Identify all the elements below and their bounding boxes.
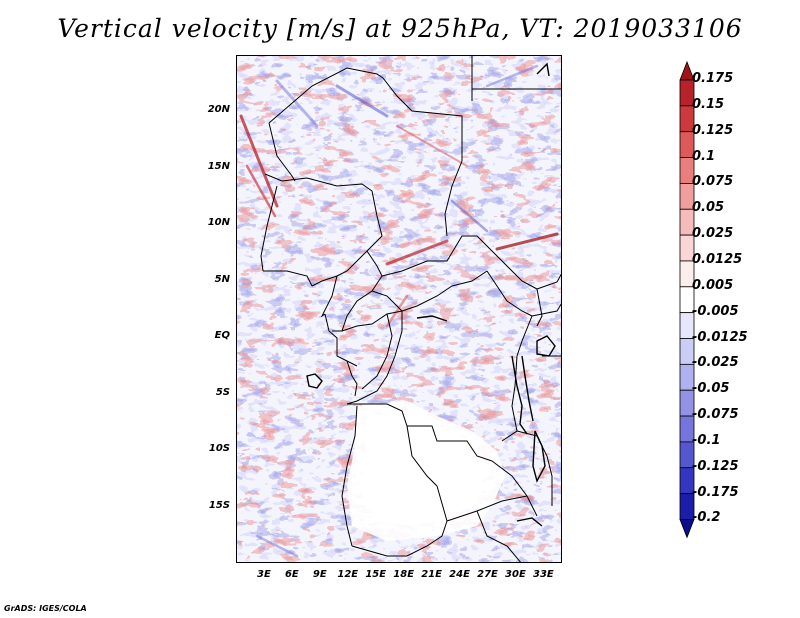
y-tick-label: 20N — [207, 104, 230, 116]
colorbar-level-label: -0.005 — [692, 303, 739, 319]
grads-credit: GrADS: IGES/COLA — [4, 604, 87, 613]
x-tick-label: 18E — [393, 569, 415, 580]
x-tick-label: 27E — [477, 569, 498, 580]
colorbar-level-label: -0.1 — [692, 432, 721, 448]
y-tick-label: 15N — [207, 160, 230, 172]
y-tick-label: 5N — [214, 273, 230, 285]
colorbar-level-label: 0.05 — [692, 200, 725, 216]
x-tick-label: 9E — [312, 569, 327, 580]
x-tick-label: 21E — [421, 569, 442, 580]
colorbar — [679, 60, 695, 539]
x-tick-label: 15E — [365, 569, 387, 580]
colorbar-level-label: 0.005 — [692, 277, 734, 293]
x-tick-label: 12E — [337, 569, 359, 580]
map-title: Vertical velocity [m/s] at 925hPa, VT: 2… — [57, 14, 743, 43]
strong-streaks — [239, 64, 559, 558]
colorbar-level-label: 0.0125 — [692, 251, 743, 267]
vertical-velocity-map — [237, 56, 561, 562]
x-tick-label: 3E — [257, 569, 271, 580]
colorbar-level-label: -0.025 — [692, 355, 739, 371]
x-tick-label: 33E — [532, 569, 554, 580]
colorbar-level-label: -0.125 — [692, 458, 739, 474]
colorbar-level-label: -0.075 — [692, 407, 739, 423]
y-tick-label: 15S — [208, 499, 230, 511]
colorbar-level-label: -0.05 — [692, 381, 730, 397]
x-tick-label: 6E — [284, 569, 299, 580]
colorbar-level-label: 0.15 — [692, 96, 725, 112]
y-tick-label: 5S — [215, 386, 230, 398]
y-tick-label: 10S — [208, 443, 230, 455]
colorbar-bottom-arrow — [679, 519, 695, 539]
colorbar-level-label: -0.0125 — [692, 329, 748, 345]
lakes-coastlines — [306, 62, 556, 527]
colorbar-level-label: 0.1 — [692, 148, 716, 164]
colorbar-level-label: -0.175 — [692, 484, 739, 500]
colorbar-level-label: -0.2 — [692, 510, 721, 526]
x-tick-label: 30E — [505, 569, 526, 580]
y-tick-label: EQ — [214, 330, 230, 342]
colorbar-level-label: 0.125 — [692, 122, 734, 138]
y-tick-label: 10N — [207, 217, 230, 229]
country-boundaries — [260, 56, 561, 562]
colorbar-level-label: 0.175 — [692, 71, 734, 86]
colorbar-level-label: 0.025 — [692, 226, 734, 242]
colorbar-level-label: 0.075 — [692, 174, 734, 190]
x-tick-label: 24E — [449, 569, 470, 580]
map-plot-area — [236, 55, 562, 563]
